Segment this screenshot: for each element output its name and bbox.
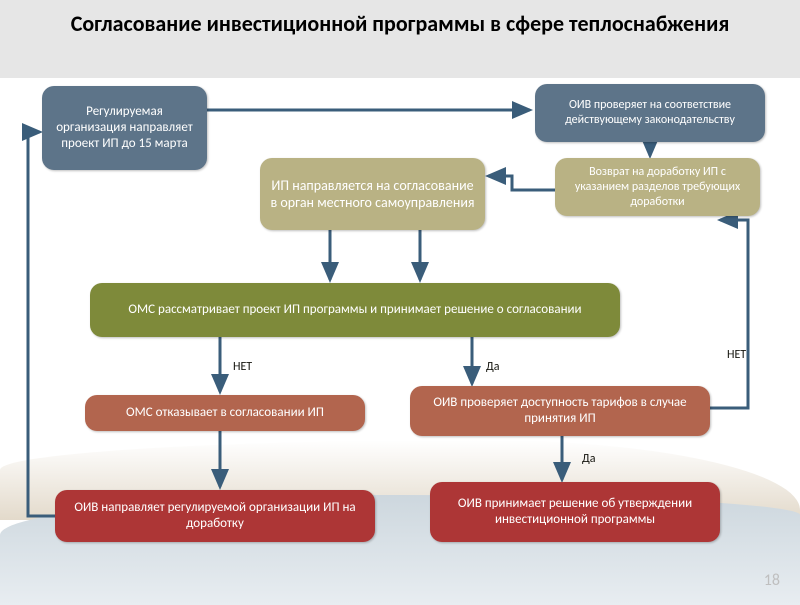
node-oiv-sends-rework: ОИВ направляет регулируемой организации … [55,490,375,542]
edge-label-yes-1: Да [486,360,499,374]
edge-label-yes-2: Да [582,452,595,466]
edge-label-no-2: НЕТ [727,348,746,362]
page-number: 18 [764,571,780,590]
node-oms-rejects: ОМС отказывает в согласовании ИП [85,395,365,431]
node-oiv-checks-law: ОИВ проверяет на соответствие действующе… [535,84,765,142]
page-title: Согласование инвестиционной программы в … [40,10,760,37]
node-oiv-checks-tariffs: ОИВ проверяет доступность тарифов в случ… [410,386,710,436]
node-oiv-approves: ОИВ принимает решение об утверждении инв… [430,482,720,542]
node-ip-sent-local-gov: ИП направляется на согласование в орган … [260,158,485,230]
edge-label-no-1: НЕТ [233,360,252,374]
node-return-for-rework: Возврат на доработку ИП с указанием разд… [555,158,760,216]
node-oms-reviews: ОМС рассматривает проект ИП программы и … [90,283,620,337]
node-regulated-org-sends: Регулируемая организация направляет прое… [42,86,207,170]
